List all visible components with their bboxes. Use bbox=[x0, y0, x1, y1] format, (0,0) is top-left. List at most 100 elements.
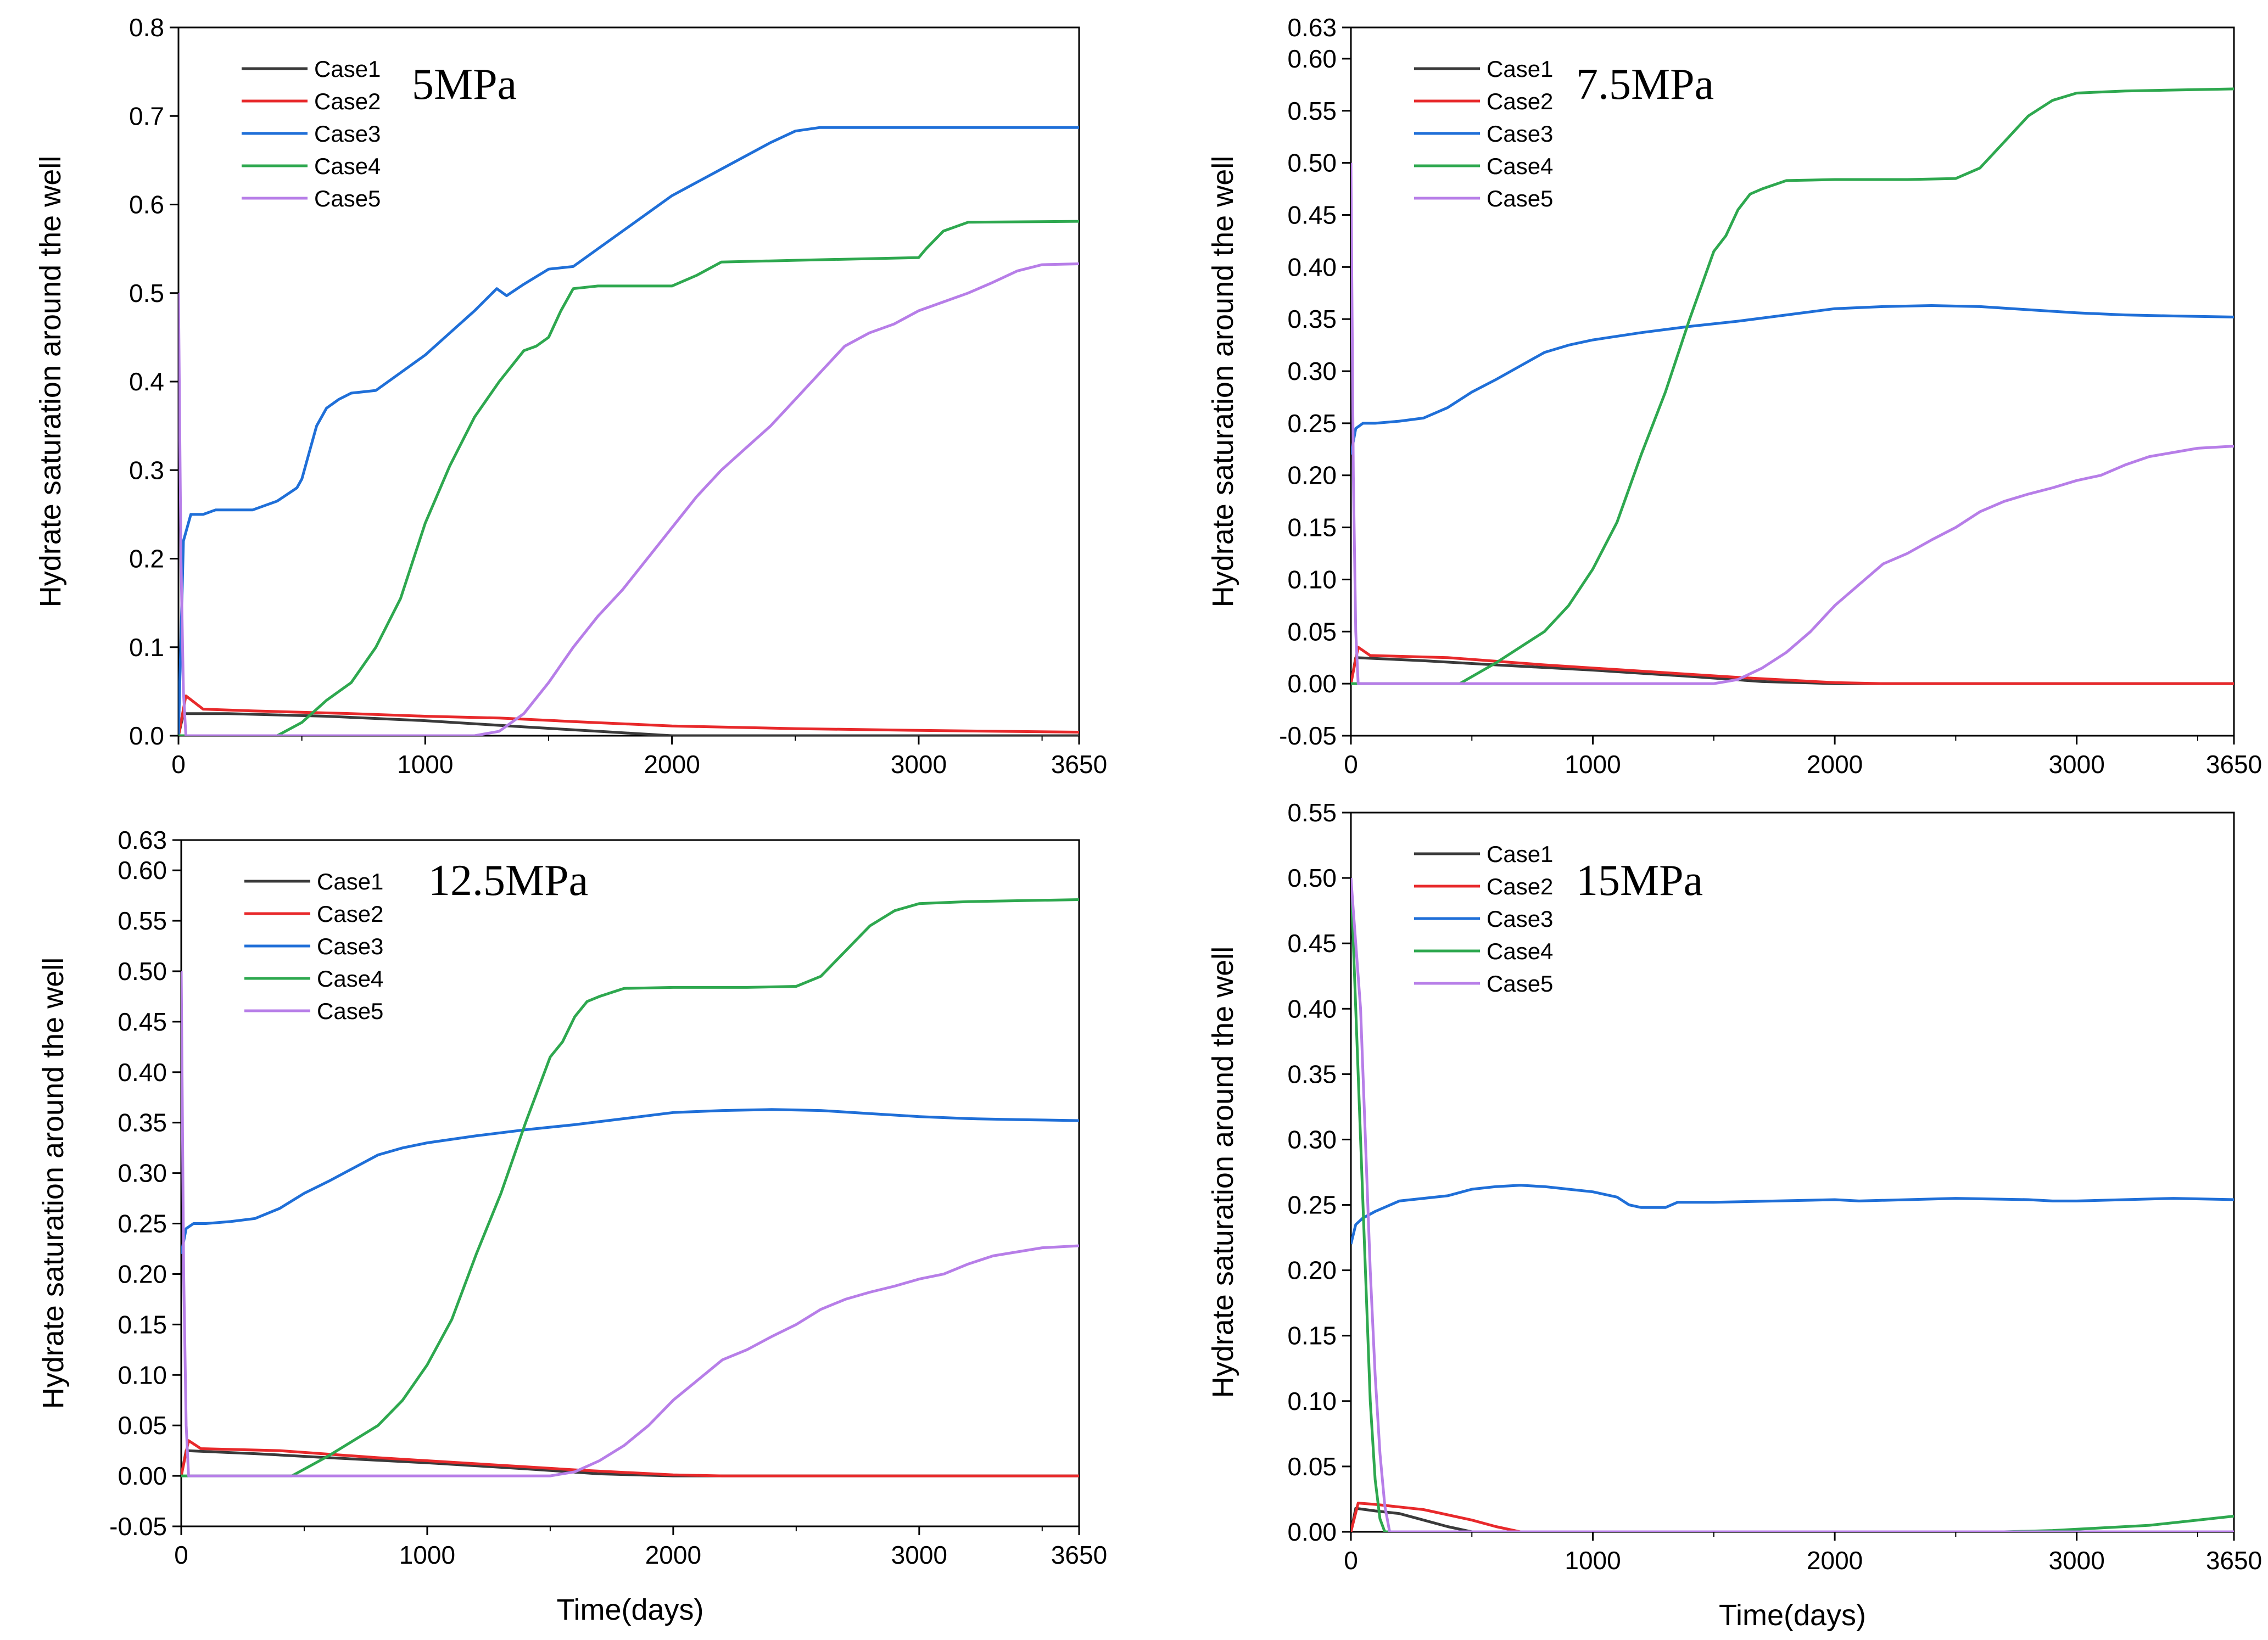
legend-label-case3: Case3 bbox=[1487, 121, 1553, 147]
y-tick-label: 0.45 bbox=[1287, 200, 1337, 229]
series-line-case4 bbox=[1351, 87, 2234, 685]
series-line-case3 bbox=[1351, 1184, 2234, 1245]
series-line-case4 bbox=[181, 898, 1079, 1477]
x-tick-label: 3000 bbox=[2048, 1546, 2104, 1575]
y-tick-label: 0.55 bbox=[1287, 798, 1337, 827]
series-line-case2 bbox=[1351, 646, 2234, 685]
legend-label-case2: Case2 bbox=[317, 901, 383, 927]
series-group bbox=[1351, 877, 2234, 1532]
legend-label-case5: Case5 bbox=[314, 186, 381, 211]
y-tick-label: 0.30 bbox=[118, 1159, 167, 1188]
x-tick-label: 0 bbox=[1344, 750, 1358, 779]
y-tick-label: 0.40 bbox=[1287, 994, 1337, 1023]
y-tick-label: 0.25 bbox=[118, 1210, 167, 1238]
x-tick-label: 0 bbox=[171, 750, 186, 779]
x-axis-label: Time(days) bbox=[1719, 1599, 1866, 1632]
y-tick-label: 0.05 bbox=[1287, 1452, 1337, 1481]
legend-label-case4: Case4 bbox=[1487, 938, 1553, 964]
y-tick-label: 0.25 bbox=[1287, 409, 1337, 438]
series-line-case2 bbox=[181, 1439, 1079, 1477]
panel-title: 7.5MPa bbox=[1576, 60, 1714, 109]
series-group bbox=[1351, 87, 2234, 685]
y-tick-label: 0.25 bbox=[1287, 1191, 1337, 1219]
y-tick-label: 0.10 bbox=[118, 1361, 167, 1389]
x-tick-label: 3000 bbox=[2048, 750, 2104, 779]
y-tick-label: 0.30 bbox=[1287, 357, 1337, 385]
panel-12-5mpa: 0 1000 2000 3000 3650 -0.05 0.00 0.05 0.10 0.15 0.… bbox=[37, 826, 1107, 1626]
series-line-case5 bbox=[181, 971, 1079, 1477]
y-tick-label: 0.50 bbox=[1287, 149, 1337, 177]
series-group bbox=[178, 126, 1079, 736]
series-line-case5 bbox=[1351, 877, 2234, 1532]
series-line-case4 bbox=[178, 220, 1079, 736]
panel-15mpa: 0 1000 2000 3000 3650 0.00 0.05 0.10 0.15 0.20 0.2… bbox=[1206, 798, 2262, 1632]
y-tick-label: 0.20 bbox=[1287, 1256, 1337, 1285]
y-tick-label: 0.4 bbox=[129, 367, 164, 396]
x-tick-label: 1000 bbox=[397, 750, 453, 779]
legend-label-case3: Case3 bbox=[314, 121, 381, 147]
x-tick-label: 3650 bbox=[2206, 1546, 2262, 1575]
series-line-case5 bbox=[178, 262, 1079, 736]
y-tick-label: 0.05 bbox=[1287, 617, 1337, 646]
y-tick-label: 0.63 bbox=[118, 826, 167, 854]
legend-label-case5: Case5 bbox=[1487, 971, 1553, 997]
y-tick-label: 0.15 bbox=[118, 1310, 167, 1339]
y-axis-label: Hydrate saturation around the well bbox=[1206, 947, 1239, 1398]
legend-label-case1: Case1 bbox=[1487, 56, 1553, 82]
y-tick-label: 0.60 bbox=[1287, 44, 1337, 73]
x-tick-label: 2000 bbox=[644, 750, 700, 779]
y-tick-label: 0.15 bbox=[1287, 513, 1337, 542]
x-tick-label: 1000 bbox=[399, 1541, 455, 1569]
y-tick-label: 0.15 bbox=[1287, 1322, 1337, 1350]
series-line-case3 bbox=[1351, 304, 2234, 455]
y-tick-label: 0.5 bbox=[129, 279, 164, 307]
y-tick-label: 0.50 bbox=[118, 957, 167, 986]
plot-frame bbox=[177, 26, 1080, 737]
legend-label-case5: Case5 bbox=[317, 998, 383, 1024]
panel-title: 12.5MPa bbox=[428, 857, 588, 905]
x-tick-label: 2000 bbox=[1807, 750, 1863, 779]
legend-label-case2: Case2 bbox=[1487, 88, 1553, 114]
x-tick-label: 2000 bbox=[645, 1541, 701, 1569]
x-tick-label: 3650 bbox=[2206, 750, 2262, 779]
y-tick-label: 0.05 bbox=[118, 1411, 167, 1440]
series-line-case5 bbox=[1351, 163, 2234, 685]
x-tick-label: 0 bbox=[174, 1541, 188, 1569]
y-tick-label: 0.20 bbox=[1287, 461, 1337, 490]
plot-frame bbox=[180, 839, 1080, 1527]
panel-title: 5MPa bbox=[412, 60, 517, 109]
panel-title: 15MPa bbox=[1576, 857, 1703, 905]
series-group bbox=[181, 898, 1079, 1477]
series-line-case1 bbox=[1351, 656, 2234, 685]
legend-label-case2: Case2 bbox=[314, 88, 381, 114]
y-tick-label: 0.10 bbox=[1287, 565, 1337, 594]
legend-label-case3: Case3 bbox=[317, 933, 383, 959]
legend-label-case4: Case4 bbox=[314, 153, 381, 179]
y-tick-label: 0.60 bbox=[118, 856, 167, 885]
legend-label-case2: Case2 bbox=[1487, 874, 1553, 899]
y-axis-label: Hydrate saturation around the well bbox=[34, 156, 67, 607]
y-tick-label: 0.00 bbox=[118, 1462, 167, 1490]
y-tick-label: 0.30 bbox=[1287, 1125, 1337, 1154]
y-tick-label: 0.55 bbox=[118, 906, 167, 935]
plot-frame bbox=[1350, 26, 2235, 737]
y-tick-label: 0.40 bbox=[1287, 253, 1337, 281]
y-tick-label: 0.50 bbox=[1287, 864, 1337, 892]
x-tick-label: 3000 bbox=[891, 1541, 947, 1569]
x-tick-label: 2000 bbox=[1807, 1546, 1863, 1575]
y-tick-label: -0.05 bbox=[1279, 721, 1337, 750]
plot-frame bbox=[1350, 811, 2235, 1533]
legend-label-case4: Case4 bbox=[317, 966, 383, 992]
y-tick-label: 0.20 bbox=[118, 1260, 167, 1288]
legend-label-case3: Case3 bbox=[1487, 906, 1553, 932]
y-tick-label: 0.35 bbox=[1287, 1060, 1337, 1088]
series-line-case1 bbox=[178, 712, 1079, 736]
x-axis-label: Time(days) bbox=[556, 1593, 703, 1626]
x-tick-label: 1000 bbox=[1565, 1546, 1621, 1575]
y-tick-label: -0.05 bbox=[109, 1512, 167, 1541]
series-line-case2 bbox=[1351, 1502, 2234, 1532]
y-tick-label: 0.3 bbox=[129, 456, 164, 484]
series-line-case2 bbox=[178, 694, 1079, 736]
x-tick-label: 3000 bbox=[891, 750, 947, 779]
